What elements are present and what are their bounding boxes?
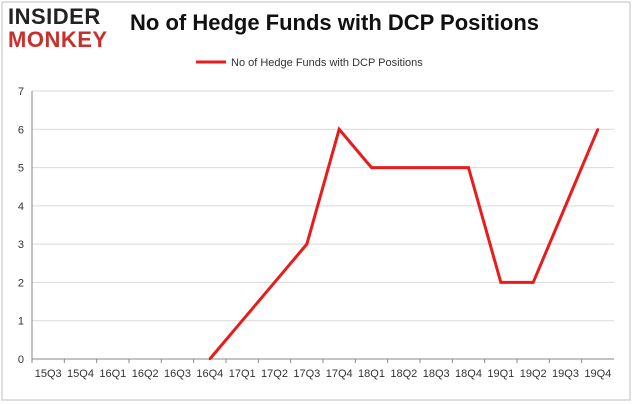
x-tick-label: 19Q3 [552, 368, 579, 380]
x-tick-label: 18Q4 [455, 368, 482, 380]
data-point [402, 166, 406, 169]
legend-label: No of Hedge Funds with DCP Positions [231, 57, 423, 69]
y-tick-label: 4 [18, 201, 24, 213]
x-tick-label: 17Q1 [229, 368, 256, 380]
x-tick-label: 16Q3 [164, 368, 191, 380]
x-tick-label: 15Q4 [67, 368, 94, 380]
x-tick-label: 19Q2 [520, 368, 547, 380]
x-tick-label: 18Q1 [358, 368, 385, 380]
data-point [499, 281, 503, 284]
data-point [273, 281, 276, 284]
x-tick-label: 15Q3 [35, 368, 62, 380]
insider-monkey-logo: INSIDER MONKEY [8, 6, 116, 52]
y-tick-label: 1 [18, 316, 24, 328]
y-tick-label: 3 [18, 239, 24, 251]
logo-line-2: MONKEY [8, 27, 108, 52]
legend: No of Hedge Funds with DCP Positions [196, 57, 423, 69]
x-tick-label: 17Q2 [261, 368, 288, 380]
x-tick-label: 16Q1 [99, 368, 126, 380]
data-point [564, 204, 567, 208]
axes [31, 91, 614, 363]
data-point [208, 357, 212, 361]
y-tick-label: 0 [18, 354, 24, 366]
x-tick-labels: 15Q3 15Q4 16Q1 16Q2 16Q3 16Q4 17Q1 17Q2 17Q3 17Q4… [35, 368, 612, 380]
data-point [305, 242, 309, 246]
grid-lines [32, 90, 614, 360]
data-point [337, 128, 341, 131]
x-tick-label: 19Q4 [584, 368, 611, 380]
data-point [596, 128, 600, 131]
y-tick-labels: 0 1 2 3 4 5 6 7 [18, 86, 24, 366]
data-point [370, 166, 373, 169]
y-tick-label: 2 [18, 277, 24, 289]
y-tick-label: 6 [18, 124, 24, 136]
x-tick-label: 18Q2 [390, 368, 417, 380]
x-tick-label: 18Q3 [423, 368, 450, 380]
chart-title: No of Hedge Funds with DCP Positions [130, 10, 540, 35]
x-tick-label: 16Q2 [132, 368, 159, 380]
x-tick-label: 16Q4 [196, 368, 223, 380]
y-tick-label: 5 [18, 163, 24, 175]
series-group [208, 126, 600, 361]
data-point [531, 281, 535, 284]
data-point [240, 319, 244, 322]
x-tick-label: 17Q4 [326, 368, 353, 380]
data-point [467, 166, 470, 169]
x-tick-label: 17Q3 [293, 368, 320, 380]
y-tick-label: 7 [18, 86, 24, 98]
x-tick-label: 19Q1 [487, 368, 514, 380]
logo-line-1: INSIDER [8, 4, 101, 29]
data-point [434, 166, 438, 169]
